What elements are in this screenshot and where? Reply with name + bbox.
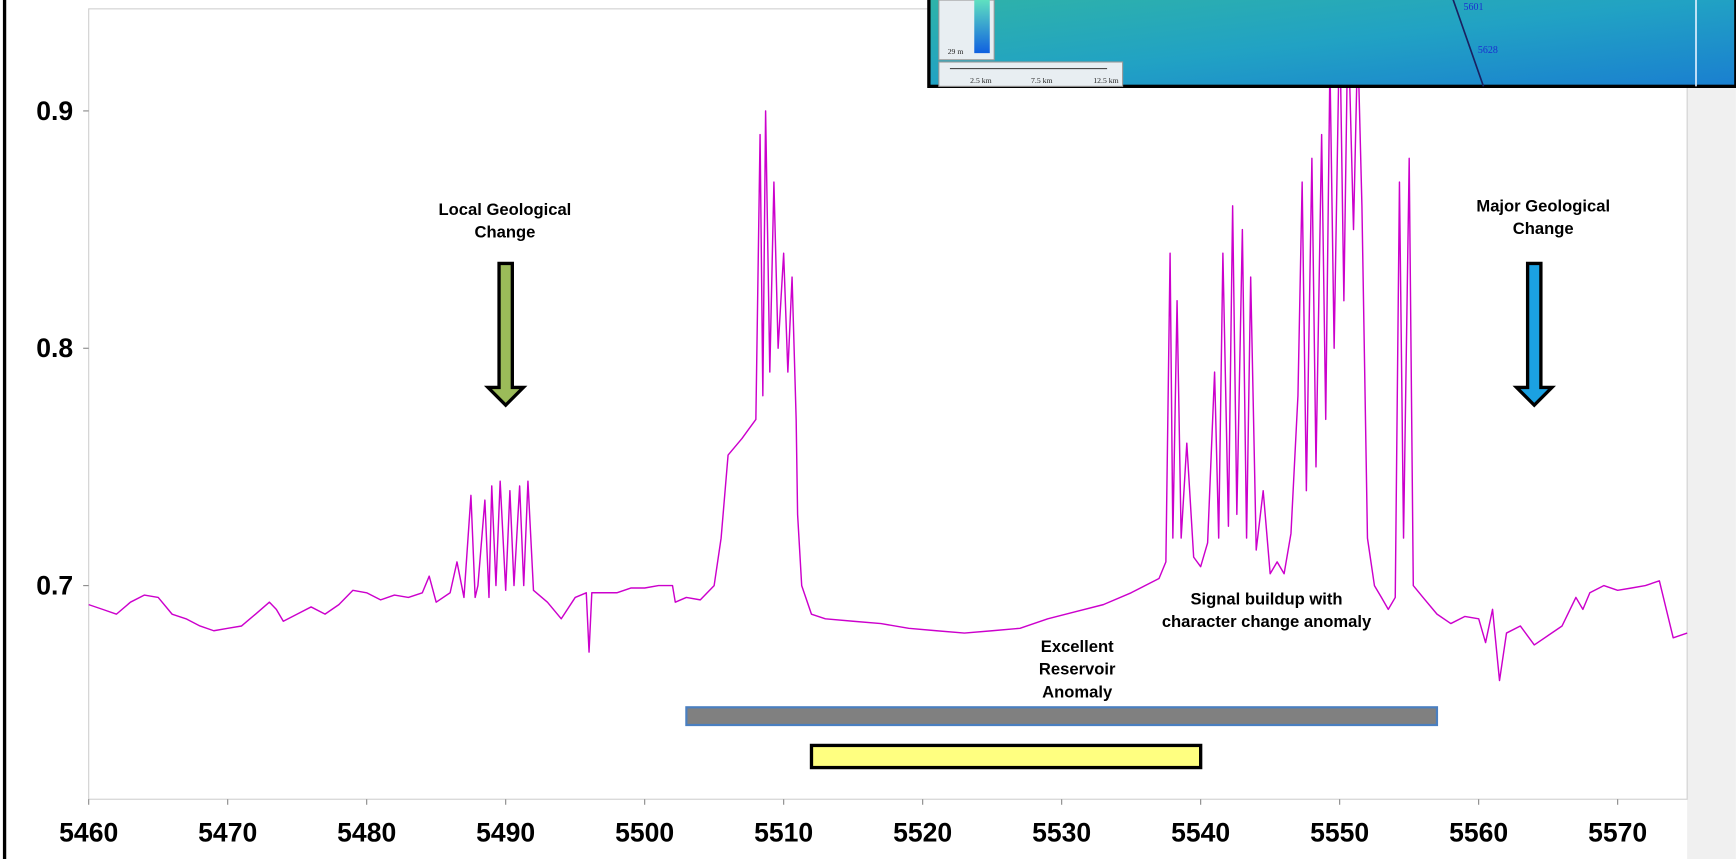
inset-map: 29 m 2.5 km 7.5 km 12.5 km 5601 5628 <box>929 0 1736 86</box>
y-tick-label: 0.9 <box>36 96 73 126</box>
x-tick-label: 5510 <box>754 817 813 847</box>
annotation: Major Geological <box>1476 196 1610 215</box>
range-bar <box>686 707 1437 725</box>
map-label: 5628 <box>1478 45 1498 56</box>
chart: 0.7 0.8 0.9 5460 5470 5480 5490 5500 5510 5520 553… <box>0 0 1736 859</box>
x-tick-label: 5460 <box>59 817 118 847</box>
x-tick-label: 5550 <box>1310 817 1369 847</box>
scale-label: 2.5 km <box>970 76 992 85</box>
depth-bar <box>974 0 989 53</box>
x-tick-label: 5500 <box>615 817 674 847</box>
annotation: Change <box>474 222 535 241</box>
annotation: Signal buildup with <box>1190 589 1342 608</box>
annotation: Change <box>1513 219 1574 238</box>
x-tick-label: 5470 <box>198 817 257 847</box>
annotation: Reservoir <box>1039 660 1116 679</box>
x-tick-label: 5560 <box>1449 817 1508 847</box>
depth-label: 29 m <box>948 47 964 56</box>
x-tick-label: 5540 <box>1171 817 1230 847</box>
x-tick-label: 5490 <box>476 817 535 847</box>
x-tick-label: 5530 <box>1032 817 1091 847</box>
scale-label: 12.5 km <box>1093 76 1118 85</box>
page: {"chart_data": { "type": "line", "color"… <box>0 0 1736 859</box>
background <box>0 0 1736 859</box>
x-tick-label: 5520 <box>893 817 952 847</box>
annotation: character change anomaly <box>1162 612 1372 631</box>
annotation: Excellent <box>1041 637 1114 656</box>
annotation: Anomaly <box>1042 682 1113 701</box>
x-tick-label: 5570 <box>1588 817 1647 847</box>
scale-label: 7.5 km <box>1031 76 1053 85</box>
annotation: Local Geological <box>439 200 572 219</box>
y-tick-label: 0.7 <box>36 570 73 600</box>
right-margin <box>1687 0 1736 859</box>
y-tick-label: 0.8 <box>36 333 73 363</box>
range-bar <box>811 745 1200 767</box>
map-label: 5601 <box>1464 2 1484 13</box>
x-tick-label: 5480 <box>337 817 396 847</box>
